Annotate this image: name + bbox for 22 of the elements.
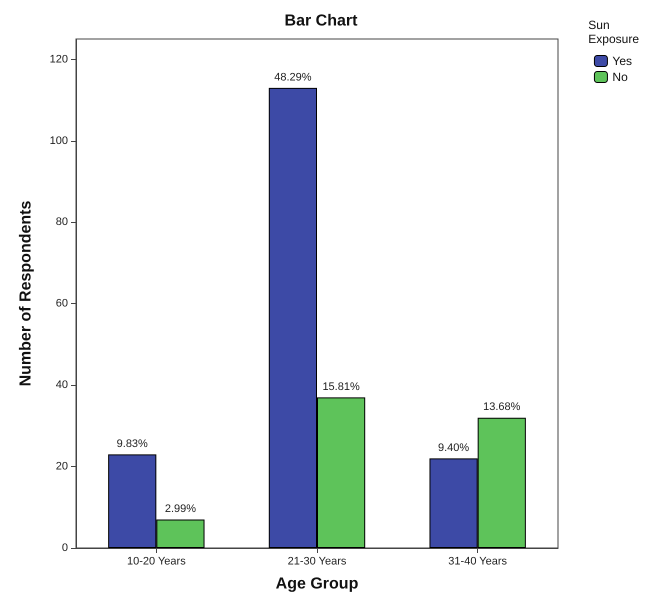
y-tick-label: 60: [56, 298, 68, 310]
annotation: 13.68%: [483, 401, 521, 414]
legend-title: Sun Exposure: [588, 18, 640, 46]
legend-label: Yes: [612, 54, 632, 68]
legend-label: No: [612, 70, 628, 84]
y-tick-label: 40: [56, 379, 68, 392]
y-tick-label: 120: [50, 53, 68, 66]
y-axis-title: Number of Respondents: [18, 200, 34, 386]
y-tick-label: 80: [56, 216, 68, 228]
chart-title: Bar Chart: [284, 12, 358, 30]
annotation: 48.29%: [274, 71, 312, 84]
annotation: 9.40%: [438, 442, 470, 454]
x-tick-label: 10-20 Years: [126, 556, 186, 568]
annotation: 9.83%: [116, 438, 148, 450]
annotation: 2.99%: [164, 502, 196, 515]
x-axis-title: Age Group: [276, 576, 359, 592]
x-tick-label: 21-30 Years: [288, 556, 347, 568]
annotation: 15.81%: [322, 380, 360, 393]
y-tick-label: 100: [50, 134, 68, 147]
x-tick-label: 31-40 Years: [448, 556, 508, 568]
y-tick-label: 0: [62, 542, 68, 554]
y-tick-label: 20: [56, 460, 68, 473]
